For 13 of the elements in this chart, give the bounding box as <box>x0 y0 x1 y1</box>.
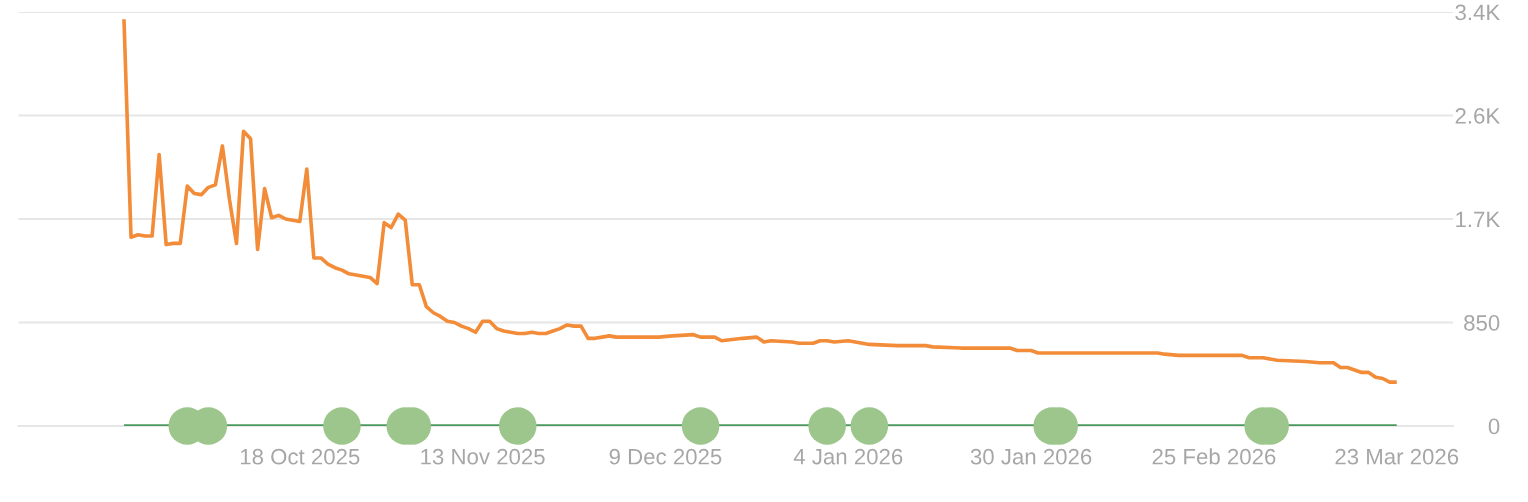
x-tick-label: 23 Mar 2026 <box>1335 448 1459 465</box>
x-tick-label: 30 Jan 2026 <box>970 448 1092 465</box>
x-tick-label: 4 Jan 2026 <box>793 448 903 465</box>
line-series <box>122 17 1399 384</box>
y-tick-label: 0 <box>1488 418 1500 435</box>
y-tick-label: 850 <box>1464 315 1500 331</box>
x-tick-label: 18 Oct 2025 <box>240 448 360 465</box>
y-tick-label: 2.6K <box>1455 108 1500 124</box>
y-tick-label: 1.7K <box>1456 211 1500 228</box>
x-tick-label: 13 Nov 2025 <box>421 448 545 465</box>
y-tick-label: 3.4K <box>1455 4 1500 21</box>
x-tick-label: 9 Dec 2025 <box>609 448 722 465</box>
x-tick-label: 25 Feb 2026 <box>1152 448 1276 465</box>
